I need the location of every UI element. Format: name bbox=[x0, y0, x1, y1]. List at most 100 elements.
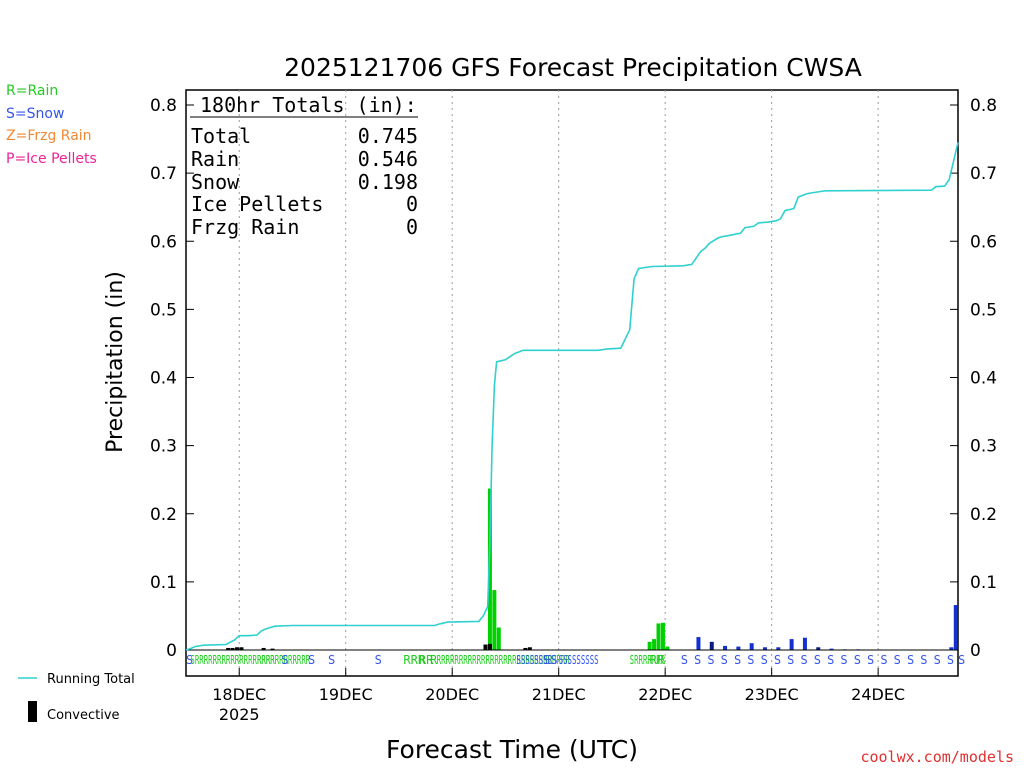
convective-bar bbox=[226, 647, 231, 650]
ptype-label-snow: S bbox=[774, 653, 781, 667]
ptype-label-rain: RRRRRRRRRRRR bbox=[257, 653, 311, 667]
totals-label-frzg-rain: Frzg Rain bbox=[191, 215, 299, 239]
y-tick-label-right: 0.5 bbox=[970, 300, 997, 320]
ptype-label-snow: S bbox=[814, 653, 821, 667]
precip-bar-snow bbox=[749, 643, 754, 650]
convective-bar bbox=[235, 647, 240, 650]
precip-bar-rain bbox=[652, 639, 657, 650]
totals-value-ice-pellets: 0 bbox=[406, 192, 418, 216]
precip-bars bbox=[487, 488, 958, 650]
gridlines bbox=[238, 90, 879, 676]
ptype-label-rain: R bbox=[430, 653, 438, 667]
y-tick-label-right: 0.8 bbox=[970, 96, 997, 116]
totals-label-snow: Snow bbox=[191, 170, 240, 194]
ptype-label-snow: S bbox=[907, 653, 914, 667]
ptype-legend: R=Rain S=Snow Z=Frzg Rain P=Ice Pellets bbox=[6, 83, 97, 167]
y-tick-label-right: 0.3 bbox=[970, 437, 997, 457]
y-tick-label-right: 0.4 bbox=[970, 369, 997, 389]
y-tick-label-right: 0.6 bbox=[970, 232, 997, 252]
ptype-label-snow: S bbox=[375, 653, 382, 667]
x-tick-label: 18DEC bbox=[212, 685, 266, 704]
ptype-label-snow: S bbox=[934, 653, 941, 667]
credit-text: coolwx.com/models bbox=[860, 748, 1014, 766]
running-total-line bbox=[185, 142, 959, 651]
ptype-label-snow: S bbox=[761, 653, 768, 667]
precip-bar-snow bbox=[953, 605, 958, 650]
ptype-label-snow: S bbox=[827, 653, 834, 667]
ptype-label-snow: S bbox=[734, 653, 741, 667]
precip-bar-snow bbox=[802, 637, 807, 650]
precip-bar-snow bbox=[723, 645, 728, 650]
x-axis-label: Forecast Time (UTC) bbox=[386, 735, 638, 764]
ptype-label-snow: S bbox=[308, 653, 315, 667]
convective-bar bbox=[230, 647, 235, 650]
ptype-label-snow: S bbox=[747, 653, 754, 667]
precip-bar-rain bbox=[492, 590, 497, 650]
totals-heading: 180hr Totals (in): bbox=[200, 93, 417, 117]
ptype-legend-ice-pellets: P=Ice Pellets bbox=[6, 151, 97, 167]
ptype-label-rain: SRRRRRRR bbox=[630, 653, 666, 667]
totals-label-total: Total bbox=[191, 124, 251, 148]
convective-bar bbox=[523, 647, 528, 650]
y-axis-right: 0 0.1 0.2 0.3 0.4 0.5 0.6 0.7 0.8 bbox=[950, 96, 997, 661]
ptype-label-rain: RRRRRRRRRRRRRRRRRRRRRRRRRRRRRR bbox=[437, 653, 571, 667]
plot-area bbox=[185, 89, 959, 677]
ptype-label-snow: SSSSSSSSS bbox=[559, 653, 599, 667]
convective-bars bbox=[226, 643, 532, 650]
x-tick-label: 24DEC bbox=[851, 685, 905, 704]
ptype-label-rain: SRRRRRRRRRRRRRRRRRR bbox=[190, 653, 275, 667]
totals-box: 180hr Totals (in): Total 0.745 Rain 0.54… bbox=[190, 93, 418, 239]
ptype-legend-rain: R=Rain bbox=[6, 83, 58, 99]
y-tick-label-left: 0.4 bbox=[150, 369, 177, 389]
convective-legend-label: Convective bbox=[47, 708, 120, 723]
convective-bar bbox=[270, 648, 275, 650]
y-axis-label: Precipitation (in) bbox=[103, 271, 128, 453]
precip-bar-snow-dark bbox=[816, 647, 821, 650]
precip-bar-snow bbox=[776, 647, 781, 650]
y-tick-label-left: 0.3 bbox=[150, 437, 177, 457]
y-tick-label-left: 0.6 bbox=[150, 232, 177, 252]
x-tick-label: 20DEC bbox=[425, 685, 479, 704]
ptype-label-rain: RR bbox=[650, 653, 665, 667]
convective-bar bbox=[483, 644, 488, 650]
ptype-label-snow: S bbox=[694, 653, 701, 667]
totals-label-ice-pellets: Ice Pellets bbox=[191, 192, 323, 216]
ptype-label-snow: SSSSSSSS bbox=[517, 653, 552, 667]
convective-bar bbox=[487, 643, 492, 650]
precip-bar-snow bbox=[949, 647, 954, 650]
y-tick-label-right: 0 bbox=[970, 641, 981, 661]
convective-bar bbox=[239, 647, 244, 650]
precip-bar-rain bbox=[660, 622, 665, 650]
ptype-label-snow: S bbox=[894, 653, 901, 667]
x-tick-label: 21DEC bbox=[532, 685, 586, 704]
ptype-label-snow: S bbox=[186, 653, 193, 667]
ptype-label-snow: S bbox=[681, 653, 688, 667]
y-tick-label-left: 0.8 bbox=[150, 96, 177, 116]
ptype-legend-snow: S=Snow bbox=[6, 106, 64, 122]
y-tick-label-left: 0.5 bbox=[150, 300, 177, 320]
totals-value-total: 0.745 bbox=[358, 124, 418, 148]
precip-bar-snow bbox=[829, 648, 834, 650]
x-tick-label: 23DEC bbox=[745, 685, 799, 704]
x-tick-sublabel: 2025 bbox=[219, 705, 260, 724]
precip-bar-snow bbox=[736, 646, 741, 650]
x-tick-label: 22DEC bbox=[638, 685, 692, 704]
precip-bar-snow bbox=[789, 639, 794, 650]
ptype-label-snow: S bbox=[958, 653, 965, 667]
ptype-label-snow: S bbox=[880, 653, 887, 667]
y-tick-label-right: 0.2 bbox=[970, 505, 997, 525]
y-tick-label-left: 0.2 bbox=[150, 505, 177, 525]
x-tick-label: 19DEC bbox=[319, 685, 373, 704]
totals-label-rain: Rain bbox=[191, 147, 239, 171]
ptype-label-snow: S bbox=[721, 653, 728, 667]
y-axis-left: 0 0.1 0.2 0.3 0.4 0.5 0.6 0.7 0.8 bbox=[150, 96, 194, 661]
ptype-label-snow: S bbox=[800, 653, 807, 667]
totals-value-frzg-rain: 0 bbox=[406, 215, 418, 239]
ptype-label-snow: S bbox=[787, 653, 794, 667]
y-tick-label-right: 0.7 bbox=[970, 164, 997, 184]
y-tick-label-left: 0.1 bbox=[150, 573, 177, 593]
precip-bar-snow bbox=[763, 647, 767, 650]
ptype-label-snow: S bbox=[947, 653, 954, 667]
